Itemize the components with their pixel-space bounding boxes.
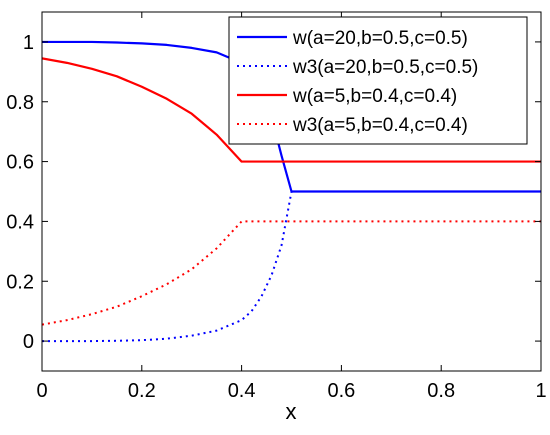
x-axis-label: x <box>286 399 297 424</box>
x-tick-label: 0.6 <box>327 380 355 402</box>
x-tick-label: 0 <box>36 380 47 402</box>
legend-box <box>228 16 528 145</box>
y-tick-label: 0.6 <box>6 152 34 174</box>
legend: w(a=20,b=0.5,c=0.5) w3(a=20,b=0.5,c=0.5) w… <box>228 16 528 145</box>
y-tick-label: 0.8 <box>6 92 34 114</box>
legend-label-3: w(a=5,b=0.4,c=0.4) <box>292 86 457 107</box>
series-line-3 <box>42 57 541 163</box>
x-tick-label: 1 <box>535 380 546 402</box>
plot-frame <box>41 11 542 372</box>
x-tick-label: 0.8 <box>427 380 455 402</box>
tick-layer: 0 0.2 0.4 0.6 0.8 1 0 0.2 0.4 0.6 0.8 1 <box>6 12 547 402</box>
series-line-4 <box>42 220 541 326</box>
legend-label-4: w3(a=5,b=0.4,c=0.4) <box>292 115 468 136</box>
legend-label-2: w3(a=20,b=0.5,c=0.5) <box>292 57 478 78</box>
x-tick-label: 0.2 <box>128 380 156 402</box>
x-tick-label: 0.4 <box>228 380 256 402</box>
legend-label-1: w(a=20,b=0.5,c=0.5) <box>292 28 468 49</box>
y-tick-label: 0 <box>23 331 34 353</box>
y-tick-label: 1 <box>23 32 34 54</box>
y-tick-label: 0.4 <box>6 211 34 233</box>
y-tick-label: 0.2 <box>6 271 34 293</box>
